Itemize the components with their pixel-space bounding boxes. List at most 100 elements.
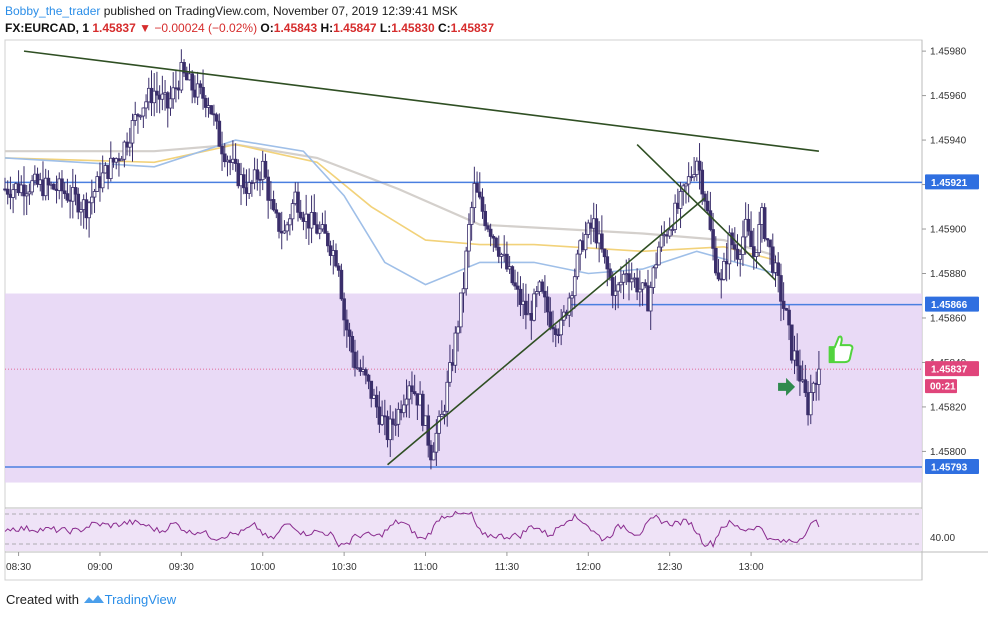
- candles: [3, 49, 821, 470]
- candle-body: [5, 188, 10, 195]
- candle-body: [510, 266, 515, 284]
- candle-body: [629, 278, 634, 283]
- candle-body: [439, 413, 444, 417]
- candle-body: [654, 264, 658, 269]
- candle-body: [627, 273, 631, 283]
- candle-body: [350, 335, 355, 353]
- candle-body: [513, 282, 517, 287]
- high-label: H:: [320, 21, 334, 35]
- candle-body: [136, 114, 140, 117]
- candle-body: [388, 418, 393, 441]
- candle-body: [692, 174, 696, 178]
- current-price-tag: 1.45837: [931, 365, 968, 376]
- time-tick-label: 11:30: [495, 562, 520, 573]
- level-tag-1-bg: [925, 174, 979, 190]
- candle-body: [155, 90, 159, 96]
- candle-body: [160, 93, 165, 100]
- candle-body: [757, 224, 762, 253]
- candle-body: [353, 351, 357, 369]
- candle-body: [402, 404, 406, 414]
- candle-body: [727, 232, 732, 265]
- candle-body: [548, 311, 553, 328]
- candle-body: [762, 207, 767, 239]
- candle-body: [708, 210, 713, 230]
- candle-body: [621, 273, 626, 283]
- close-label: C:: [437, 21, 451, 35]
- candle-body: [195, 83, 200, 98]
- author-link[interactable]: Bobby_the_trader: [5, 4, 101, 18]
- time-tick-label: 09:00: [87, 562, 112, 573]
- candle-body: [651, 267, 656, 288]
- price-tick-label: 1.45940: [930, 136, 967, 147]
- candle-body: [448, 362, 452, 383]
- candle-body: [488, 228, 493, 237]
- candle-body: [168, 98, 173, 109]
- candle-body: [770, 246, 775, 273]
- demand-zone-rect: [5, 293, 922, 483]
- candle-body: [27, 191, 32, 195]
- horizontal-levels[interactable]: [5, 181, 922, 468]
- publish-header: Bobby_the_trader published on TradingVie…: [5, 4, 458, 18]
- candle-body: [483, 210, 488, 227]
- candle-body: [391, 418, 395, 425]
- thumbs-up-cuff: [828, 347, 835, 363]
- candle-body: [298, 211, 303, 219]
- candle-body: [553, 328, 558, 335]
- candle-body: [670, 229, 675, 231]
- open-label: O:: [260, 21, 274, 35]
- candle-body: [570, 295, 574, 299]
- candle-body: [179, 62, 184, 91]
- candle-body: [486, 225, 490, 230]
- candle-body: [130, 120, 135, 144]
- candle-body: [787, 309, 791, 326]
- candle-body: [201, 86, 205, 99]
- candle-body: [296, 191, 300, 213]
- candle-body: [122, 141, 127, 160]
- candle-body: [602, 248, 607, 258]
- symbol-bar: FX:EURCAD, 1 1.45837 ▼ −0.00024 (−0.02%)…: [5, 21, 494, 35]
- candle-body: [141, 107, 146, 117]
- candle-body: [217, 120, 222, 147]
- candle-body: [714, 248, 718, 274]
- candle-body: [282, 230, 287, 234]
- trendline-1: [23, 50, 820, 152]
- candle-body: [469, 207, 474, 225]
- countdown-tag: 00:21: [930, 382, 956, 393]
- candle-body: [171, 87, 176, 100]
- price-tick-label: 1.45880: [930, 269, 967, 280]
- candle-body: [751, 246, 756, 258]
- candle-body: [24, 193, 29, 197]
- candle-body: [703, 193, 707, 202]
- candle-body: [475, 183, 479, 193]
- candle-body: [87, 202, 91, 219]
- candle-body: [144, 101, 148, 109]
- trendlines[interactable]: [23, 50, 820, 466]
- candle-body: [534, 291, 539, 295]
- candle-body: [334, 250, 338, 267]
- candle-body: [369, 380, 374, 399]
- candle-body: [209, 105, 213, 115]
- candle-body: [583, 234, 588, 251]
- trendline-2: [387, 197, 706, 466]
- level-tag-1: 1.45921: [931, 178, 968, 189]
- candle-body: [657, 246, 661, 266]
- candle-body: [46, 177, 51, 186]
- low-label: L:: [379, 21, 392, 35]
- tradingview-brand[interactable]: TradingView: [104, 592, 177, 607]
- candle-body: [133, 114, 138, 121]
- candle-body: [203, 97, 208, 108]
- candle-body: [494, 237, 498, 248]
- candle-body: [781, 300, 786, 309]
- candle-body: [342, 298, 346, 321]
- symbol-label[interactable]: FX:EURCAD, 1: [5, 21, 90, 35]
- candle-body: [711, 229, 715, 249]
- candle-body: [345, 319, 349, 331]
- time-tick-label: 10:00: [250, 562, 275, 573]
- candle-body: [100, 172, 105, 189]
- candle-body: [545, 296, 550, 313]
- candle-body: [551, 326, 555, 330]
- candle-body: [247, 182, 251, 194]
- candle-body: [290, 203, 295, 220]
- candle-body: [795, 350, 800, 367]
